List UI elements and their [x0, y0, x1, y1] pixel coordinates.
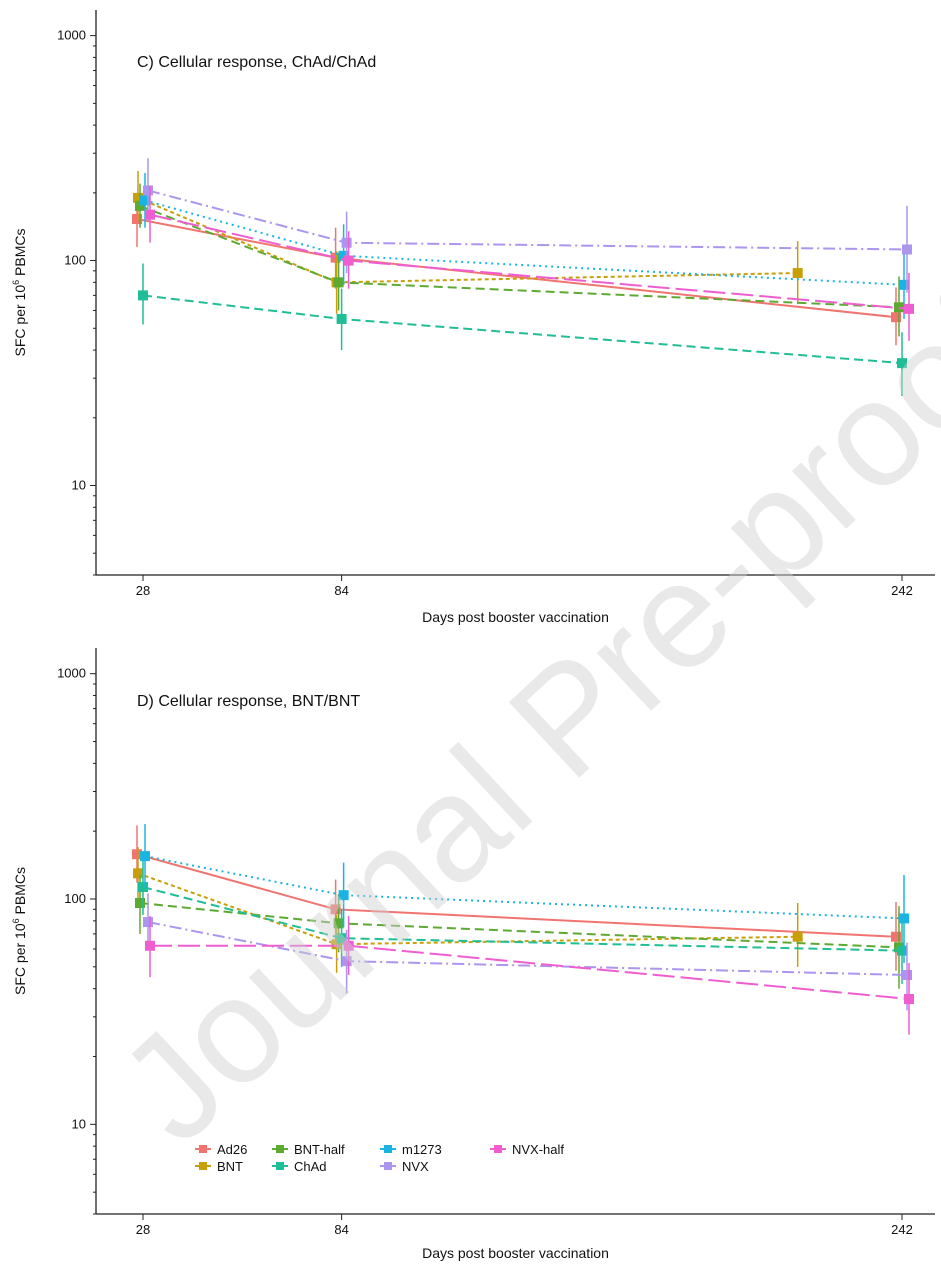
- data-point: [336, 933, 347, 944]
- x-tick-label: 84: [334, 583, 348, 598]
- y-tick-label: 1000: [57, 28, 86, 43]
- data-point: [341, 237, 352, 248]
- data-point: [331, 939, 342, 950]
- data-point: [145, 940, 155, 951]
- legend-label: ChAd: [294, 1159, 327, 1174]
- y-axis-title: SFC per 106 PBMCs: [11, 229, 28, 357]
- panel-title: C) Cellular response, ChAd/ChAd: [137, 54, 376, 71]
- data-point: [343, 940, 354, 951]
- x-tick-label: 28: [136, 1222, 150, 1237]
- series-line: [142, 886, 903, 952]
- y-axis-title: SFC per 106 PBMCs: [11, 867, 28, 995]
- series-line: [137, 196, 798, 284]
- data-point: [338, 890, 349, 901]
- data-point: [899, 913, 909, 924]
- series-line: [139, 204, 900, 309]
- y-tick-label: 100: [64, 891, 86, 906]
- data-point: [138, 882, 148, 893]
- data-point: [330, 252, 341, 263]
- series-line: [144, 855, 905, 920]
- y-tick-label: 1000: [57, 666, 86, 681]
- x-axis-title: Days post booster vaccination: [422, 1245, 609, 1261]
- data-point: [145, 209, 155, 220]
- data-point: [143, 917, 153, 928]
- legend-key-marker: [384, 1145, 392, 1153]
- data-point: [897, 945, 907, 956]
- series-m1273: [140, 173, 909, 319]
- y-tick-label: 100: [64, 253, 86, 268]
- series-chad: [138, 263, 907, 396]
- data-point: [792, 268, 803, 279]
- legend-key-marker: [276, 1145, 284, 1153]
- x-tick-label: 84: [334, 1222, 348, 1237]
- legend-label: Ad26: [217, 1142, 247, 1157]
- data-point: [135, 897, 145, 908]
- series-line: [149, 213, 910, 310]
- data-point: [891, 312, 901, 323]
- data-point: [336, 313, 347, 324]
- data-point: [899, 279, 909, 290]
- data-point: [902, 244, 912, 255]
- data-point: [133, 192, 143, 203]
- x-axis-title: Days post booster vaccination: [422, 609, 609, 625]
- series-bnt-half: [135, 183, 904, 337]
- legend-key-marker: [276, 1162, 284, 1170]
- x-tick-label: 242: [891, 1222, 913, 1237]
- data-point: [902, 969, 912, 980]
- legend-key-marker: [199, 1162, 207, 1170]
- panel-title: D) Cellular response, BNT/BNT: [137, 693, 360, 710]
- data-point: [132, 214, 142, 225]
- series-ad26: [132, 825, 901, 971]
- series-nvx-half: [145, 916, 914, 1035]
- series-m1273: [140, 824, 909, 963]
- data-point: [792, 931, 803, 942]
- legend-label: NVX: [402, 1159, 429, 1174]
- data-point: [891, 931, 901, 942]
- legend-label: m1273: [402, 1142, 442, 1157]
- y-tick-label: 10: [72, 1116, 86, 1131]
- legend-label: BNT-half: [294, 1142, 345, 1157]
- legend-label: BNT: [217, 1159, 243, 1174]
- data-point: [333, 277, 344, 288]
- legend: Ad26 BNT-half m1273 NVX-half BNT ChAd NVX: [195, 1142, 564, 1174]
- data-point: [143, 185, 153, 196]
- data-point: [341, 956, 352, 967]
- data-point: [140, 851, 150, 862]
- data-point: [132, 849, 142, 860]
- watermark: Journal Pre-proof: [87, 260, 941, 1173]
- y-tick-label: 10: [72, 477, 86, 492]
- data-point: [140, 195, 150, 206]
- data-point: [133, 868, 143, 879]
- panel-c: 10 100 1000 28 84 242 Days post booster vaccin…: [11, 10, 935, 625]
- data-point: [343, 255, 354, 266]
- data-point: [135, 200, 145, 211]
- data-point: [904, 303, 914, 314]
- legend-label: NVX-half: [512, 1142, 564, 1157]
- data-point: [333, 918, 344, 929]
- x-tick-label: 28: [136, 583, 150, 598]
- data-point: [904, 993, 914, 1004]
- legend-key-marker: [494, 1145, 502, 1153]
- data-point: [897, 358, 907, 369]
- series-nvx-half: [145, 185, 914, 341]
- legend-key-marker: [384, 1162, 392, 1170]
- panel-d: 10 100 1000 28 84 242 Days post booster vaccin…: [11, 648, 935, 1261]
- x-tick-label: 242: [891, 583, 913, 598]
- series-line: [136, 218, 897, 319]
- series-nvx: [143, 893, 912, 1011]
- series-ad26: [132, 192, 901, 346]
- data-point: [138, 290, 148, 301]
- series-chad: [138, 859, 907, 984]
- legend-key-marker: [199, 1145, 207, 1153]
- data-point: [330, 904, 341, 915]
